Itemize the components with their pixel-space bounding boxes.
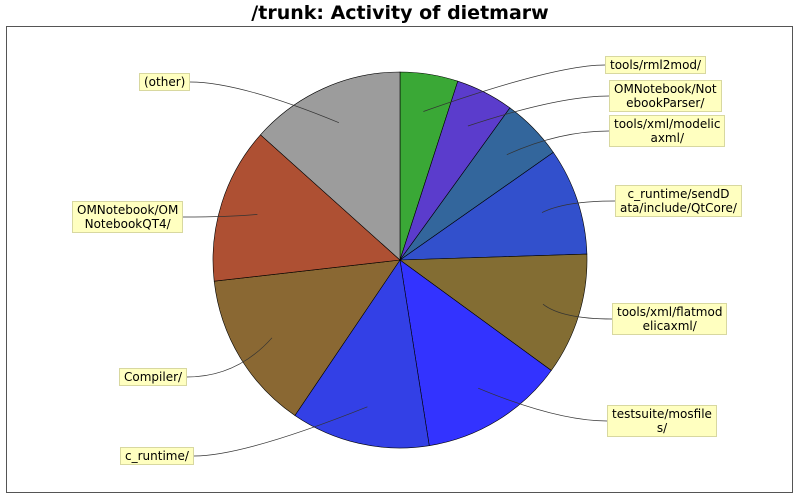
- chart-title: /trunk: Activity of dietmarw: [251, 2, 549, 24]
- pie-slice-5: [399, 253, 588, 371]
- pie-slice-4: [399, 151, 588, 261]
- slice-label-5: tools/xml/flatmod elicaxml/: [612, 303, 728, 335]
- leader-line-1: [423, 64, 606, 112]
- slice-label-4: c_runtime/sendD ata/include/QtCore/: [615, 185, 742, 217]
- pie-slice-6: [399, 259, 552, 447]
- leader-line-4: [541, 200, 616, 213]
- slice-label-6: testsuite/mosfile s/: [607, 405, 717, 437]
- leader-line-5: [542, 303, 613, 320]
- pie-slice-8: [213, 259, 401, 416]
- slice-label-10: (other): [139, 73, 191, 91]
- slice-label-3: tools/xml/modelic axml/: [609, 115, 726, 147]
- slice-label-9: OMNotebook/OM NotebookQT4/: [72, 201, 184, 233]
- leader-line-7: [193, 406, 368, 457]
- leader-line-3: [506, 130, 610, 156]
- leader-line-10: [189, 81, 340, 124]
- slice-label-2: OMNotebook/Not ebookParser/: [609, 80, 722, 112]
- pie-slice-7: [294, 259, 430, 449]
- pie-slice-10: [260, 71, 401, 261]
- leader-line-6: [478, 387, 608, 422]
- slice-label-7: c_runtime/: [120, 447, 194, 465]
- slice-label-1: tools/rml2mod/: [605, 56, 707, 74]
- leader-line-2: [467, 95, 610, 127]
- slice-label-8: Compiler/: [119, 368, 188, 386]
- pie-slice-9: [212, 134, 401, 282]
- leader-line-8: [186, 337, 273, 378]
- leader-line-9: [182, 214, 258, 218]
